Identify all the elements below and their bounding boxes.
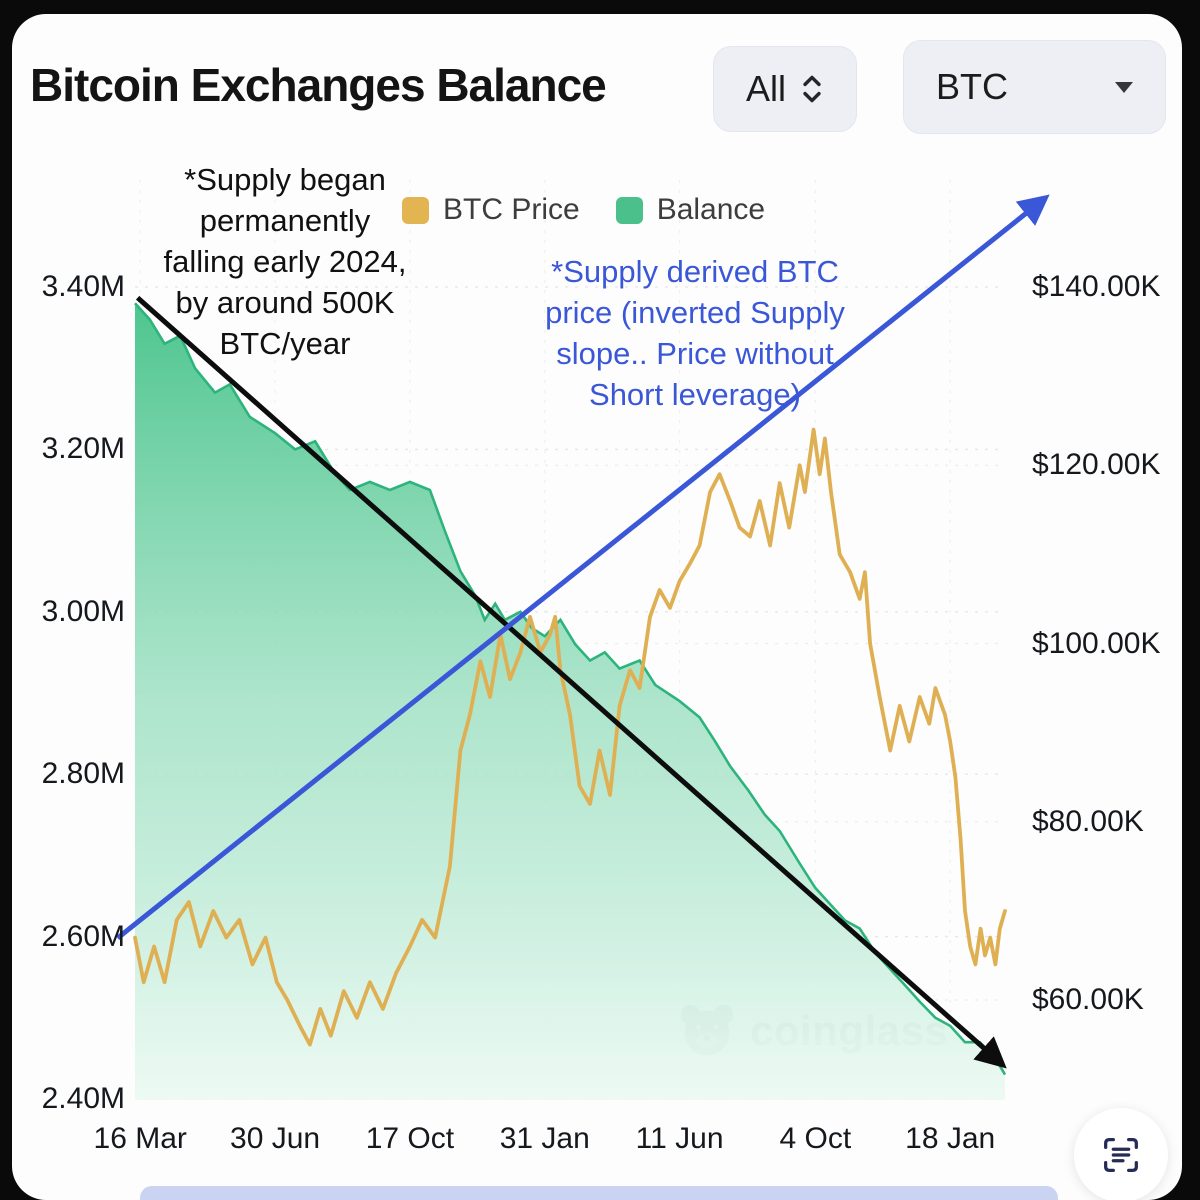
supply-downtrend-arrow	[135, 295, 1007, 1069]
btc-price-line	[133, 427, 1007, 1047]
balance-area	[135, 303, 1005, 1100]
legend-item-balance[interactable]: Balance	[615, 193, 766, 227]
y-axis-tick-right: $60.00K	[1032, 983, 1144, 1016]
chevron-down-icon	[1113, 80, 1135, 94]
time-range-select[interactable]: All	[713, 46, 857, 132]
y-axis-tick-right: $140.00K	[1032, 270, 1161, 303]
price-note: *Supply derived BTC price (inverted Supp…	[545, 254, 845, 412]
asset-select-value: BTC	[936, 66, 1008, 107]
supply-note: *Supply began permanently falling early …	[163, 162, 407, 361]
bottom-panel-edge[interactable]	[140, 1186, 1058, 1200]
y-axis-tick-left: 2.40M	[41, 1082, 125, 1115]
scan-button[interactable]	[1074, 1108, 1168, 1200]
balance-swatch	[615, 196, 643, 224]
y-axis-tick-right: $80.00K	[1032, 804, 1144, 838]
asset-select[interactable]: BTC	[903, 40, 1166, 134]
y-axis-tick-left: 3.20M	[41, 432, 125, 466]
y-axis-tick-left: 3.40M	[41, 270, 125, 303]
y-axis-tick-right: $120.00K	[1032, 448, 1161, 482]
sort-chevrons-icon	[800, 74, 824, 104]
y-axis-tick-right: $100.00K	[1032, 626, 1161, 660]
legend-label-btc-price: BTC Price	[443, 193, 580, 226]
price-uptrend-arrow	[116, 194, 1050, 941]
x-axis-tick: 30 Jun	[230, 1122, 321, 1155]
x-axis-tick: 11 Jun	[635, 1122, 724, 1155]
btc-price-swatch	[402, 196, 429, 224]
y-axis-tick-left: 2.60M	[41, 919, 125, 953]
y-axis-tick-left: 2.80M	[41, 757, 125, 791]
x-axis-tick: 16 Mar	[93, 1122, 187, 1155]
page-title: Bitcoin Exchanges Balance	[30, 59, 607, 111]
x-axis-tick: 17 Oct	[365, 1122, 455, 1155]
x-axis-tick: 31 Jan	[499, 1122, 590, 1155]
legend-item-btc-price[interactable]: BTC Price	[402, 193, 580, 227]
time-range-value: All	[745, 68, 786, 109]
x-axis-tick: 4 Oct	[779, 1122, 852, 1155]
scan-icon	[1098, 1132, 1144, 1178]
legend-label-balance: Balance	[656, 193, 766, 226]
chart-legend: BTC Price Balance	[402, 193, 765, 227]
y-axis-tick-left: 3.00M	[41, 594, 125, 628]
x-axis-tick: 18 Jan	[905, 1122, 996, 1155]
